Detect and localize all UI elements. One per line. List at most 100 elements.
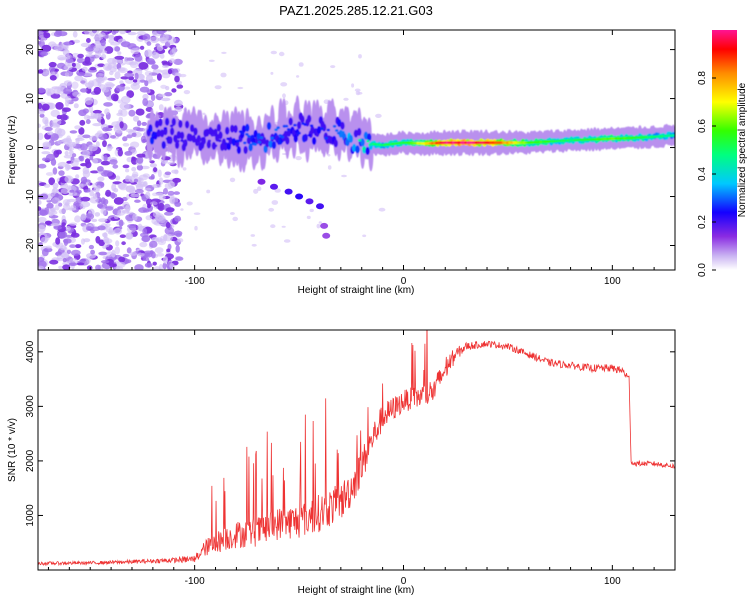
noise-speck xyxy=(144,262,153,268)
noise-speck xyxy=(108,34,115,39)
noise-speck xyxy=(113,188,119,193)
noise-speck xyxy=(159,53,165,59)
noise-speck xyxy=(125,168,130,173)
noise-speck xyxy=(175,256,184,261)
noise-speck xyxy=(122,136,128,142)
noise-speck xyxy=(74,244,82,249)
noise-speck xyxy=(71,81,79,89)
noise-speck xyxy=(102,140,107,148)
noise-speck xyxy=(125,233,133,239)
noise-speck xyxy=(117,51,122,55)
noise-speck xyxy=(122,142,130,147)
noise-speck xyxy=(362,234,367,238)
noise-speck xyxy=(53,225,62,230)
ridge-blob xyxy=(340,121,345,130)
noise-speck xyxy=(149,36,160,43)
ridge-core xyxy=(332,124,337,128)
noise-speck xyxy=(144,80,149,87)
ridge-blob xyxy=(333,139,338,148)
noise-speck xyxy=(152,192,159,197)
noise-speck xyxy=(107,230,116,235)
noise-speck xyxy=(93,86,102,95)
noise-speck xyxy=(71,166,81,170)
noise-speck xyxy=(44,119,49,127)
snr-axes: -100 0 100 1000 2000 3000 4000 xyxy=(25,330,676,587)
noise-speck xyxy=(38,123,42,128)
noise-speck xyxy=(82,170,91,178)
ridge-blob xyxy=(171,117,176,126)
noise-speck xyxy=(49,65,56,72)
ridge-blob xyxy=(156,129,161,138)
noise-speck xyxy=(96,130,103,138)
ridge-blob xyxy=(357,127,362,136)
noise-speck xyxy=(63,41,73,46)
noise-speck xyxy=(152,69,163,73)
ridge-blob xyxy=(159,129,165,138)
noise-speck xyxy=(94,212,101,217)
x-tick-label: 100 xyxy=(604,276,621,287)
ridge-blob xyxy=(348,134,354,143)
noise-speck xyxy=(174,169,179,175)
noise-speck xyxy=(136,153,146,158)
noise-speck xyxy=(56,254,64,260)
noise-speck xyxy=(208,59,215,62)
noise-speck xyxy=(66,249,72,254)
noise-speck xyxy=(119,80,124,85)
ridge-blob xyxy=(316,126,322,134)
noise-speck xyxy=(114,59,124,63)
secondary-blob xyxy=(305,198,314,205)
noise-speck xyxy=(149,163,157,168)
noise-speck xyxy=(62,107,71,112)
noise-speck xyxy=(84,56,91,65)
noise-speck xyxy=(91,218,98,223)
ridge-blob xyxy=(253,129,258,138)
noise-speck xyxy=(116,112,123,117)
snr-series-line xyxy=(38,330,675,567)
noise-speck xyxy=(157,203,165,211)
noise-speck xyxy=(151,64,159,70)
noise-speck xyxy=(62,257,67,263)
ridge-blob xyxy=(310,126,315,134)
noise-speck xyxy=(115,84,125,92)
ridge-core xyxy=(247,134,251,138)
noise-speck xyxy=(63,64,73,71)
noise-speck xyxy=(270,50,277,55)
noise-speck xyxy=(69,244,76,249)
noise-speck xyxy=(136,31,146,36)
ridge-core xyxy=(245,132,249,136)
noise-speck xyxy=(38,224,46,233)
noise-speck xyxy=(45,245,52,249)
noise-speck xyxy=(50,93,61,99)
noise-speck xyxy=(48,210,58,216)
noise-speck xyxy=(105,189,111,197)
spectrogram-ylabel: Frequency (Hz) xyxy=(7,116,18,185)
noise-speck xyxy=(182,167,187,171)
noise-speck xyxy=(104,226,111,231)
noise-speck xyxy=(47,131,54,136)
noise-speck xyxy=(38,87,46,93)
noise-speck xyxy=(164,171,172,176)
noise-speck xyxy=(78,183,84,190)
noise-speck xyxy=(104,206,114,211)
ridge-core xyxy=(201,137,205,140)
noise-speck xyxy=(101,232,108,238)
noise-speck xyxy=(162,262,167,270)
noise-speck xyxy=(169,58,176,63)
noise-speck xyxy=(85,158,91,165)
ridge-blob xyxy=(365,147,370,155)
noise-speck xyxy=(141,121,147,126)
noise-speck xyxy=(124,72,135,78)
noise-speck xyxy=(118,30,127,35)
noise-speck xyxy=(154,247,164,254)
noise-speck xyxy=(357,91,363,95)
noise-speck xyxy=(120,76,129,80)
noise-speck xyxy=(165,221,171,229)
ridge-blob xyxy=(161,141,166,149)
noise-speck xyxy=(158,216,167,224)
noise-speck xyxy=(164,211,174,216)
noise-speck xyxy=(69,189,75,193)
noise-speck xyxy=(147,80,152,84)
noise-speck xyxy=(47,193,54,200)
noise-speck xyxy=(132,213,138,221)
noise-speck xyxy=(134,72,139,80)
